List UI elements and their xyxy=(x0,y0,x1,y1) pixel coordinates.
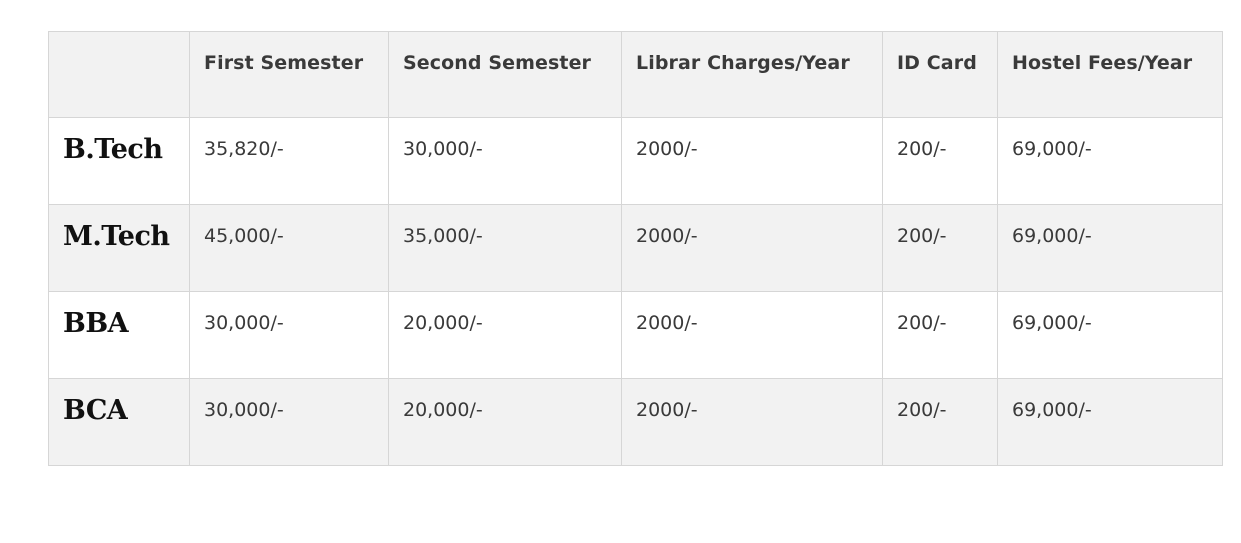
table-row: BCA 30,000/- 20,000/- 2000/- 200/- 69,000/- xyxy=(48,378,1223,466)
cell-second-semester: 20,000/- xyxy=(388,291,622,379)
cell-id-card: 200/- xyxy=(882,291,998,379)
cell-hostel-fees: 69,000/- xyxy=(997,204,1223,292)
cell-library-charges: 2000/- xyxy=(621,204,883,292)
fee-table: First Semester Second Semester Librar Ch… xyxy=(48,31,1223,466)
cell-id-card: 200/- xyxy=(882,117,998,205)
header-library-charges: Librar Charges/Year xyxy=(621,31,883,118)
table-header-row: First Semester Second Semester Librar Ch… xyxy=(48,31,1223,118)
cell-first-semester: 30,000/- xyxy=(189,291,389,379)
table-row: M.Tech 45,000/- 35,000/- 2000/- 200/- 69,000/… xyxy=(48,204,1223,292)
cell-first-semester: 30,000/- xyxy=(189,378,389,466)
cell-hostel-fees: 69,000/- xyxy=(997,378,1223,466)
cell-id-card: 200/- xyxy=(882,378,998,466)
cell-library-charges: 2000/- xyxy=(621,117,883,205)
cell-course-name: BBA xyxy=(48,291,190,379)
table-row: B.Tech 35,820/- 30,000/- 2000/- 200/- 69,000/… xyxy=(48,117,1223,205)
header-second-semester: Second Semester xyxy=(388,31,622,118)
cell-second-semester: 30,000/- xyxy=(388,117,622,205)
cell-first-semester: 45,000/- xyxy=(189,204,389,292)
header-hostel-fees: Hostel Fees/Year xyxy=(997,31,1223,118)
cell-course-name: BCA xyxy=(48,378,190,466)
header-first-semester: First Semester xyxy=(189,31,389,118)
cell-library-charges: 2000/- xyxy=(621,291,883,379)
cell-course-name: B.Tech xyxy=(48,117,190,205)
cell-library-charges: 2000/- xyxy=(621,378,883,466)
header-empty xyxy=(48,31,190,118)
cell-hostel-fees: 69,000/- xyxy=(997,117,1223,205)
cell-second-semester: 20,000/- xyxy=(388,378,622,466)
table-row: BBA 30,000/- 20,000/- 2000/- 200/- 69,000/- xyxy=(48,291,1223,379)
cell-hostel-fees: 69,000/- xyxy=(997,291,1223,379)
header-id-card: ID Card xyxy=(882,31,998,118)
cell-first-semester: 35,820/- xyxy=(189,117,389,205)
cell-id-card: 200/- xyxy=(882,204,998,292)
cell-second-semester: 35,000/- xyxy=(388,204,622,292)
cell-course-name: M.Tech xyxy=(48,204,190,292)
